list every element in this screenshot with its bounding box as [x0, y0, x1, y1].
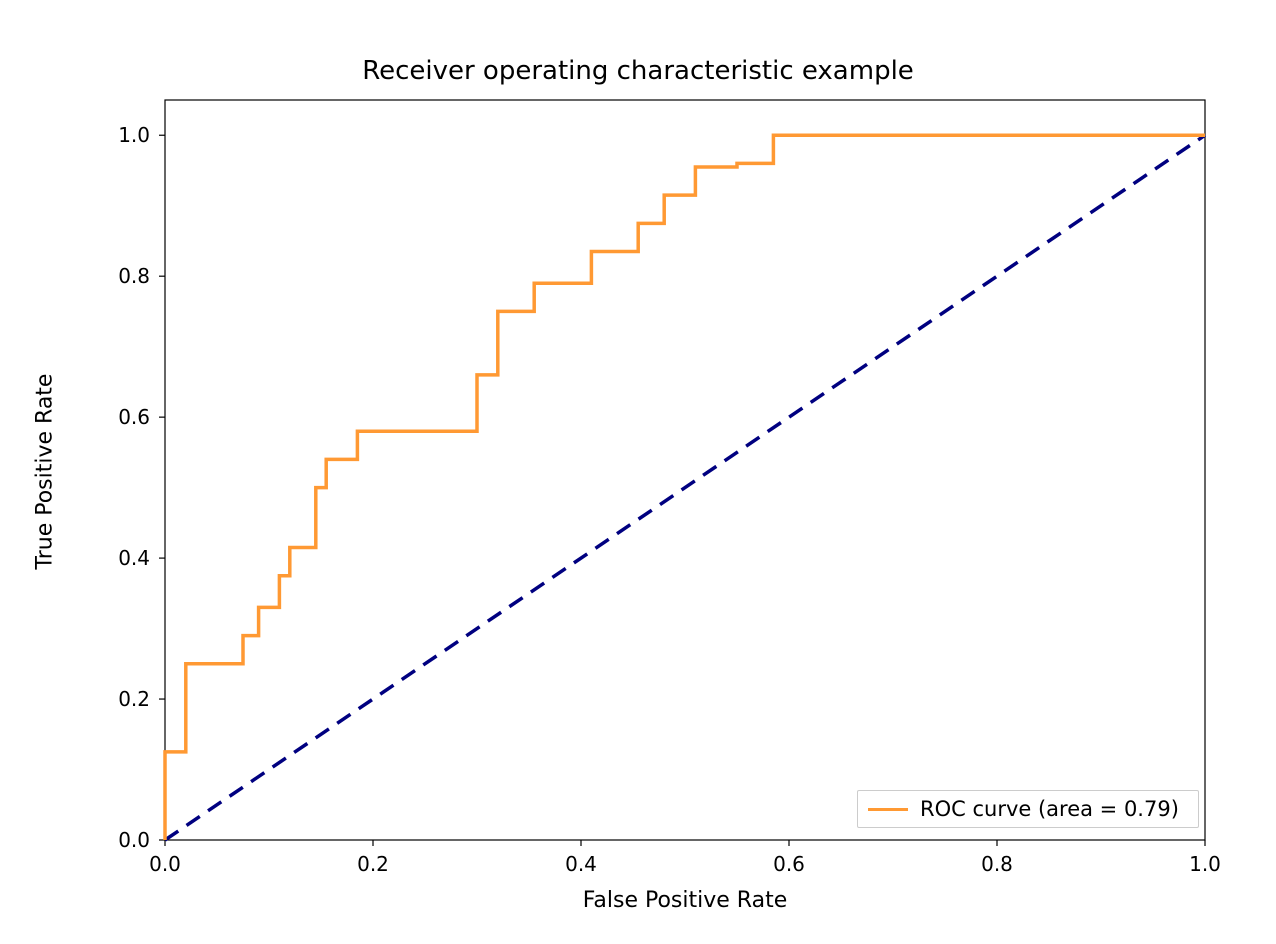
x-axis-label: False Positive Rate [165, 888, 1205, 913]
chart-title: Receiver operating characteristic exampl… [0, 56, 1276, 86]
legend-sample-line [868, 808, 908, 811]
x-tick-label: 0.4 [563, 852, 599, 876]
y-tick-label: 0.2 [110, 687, 150, 711]
y-tick-label: 0.0 [110, 828, 150, 852]
x-tick-label: 1.0 [1187, 852, 1223, 876]
y-tick-label: 0.4 [110, 546, 150, 570]
y-tick-label: 0.8 [110, 264, 150, 288]
x-tick-label: 0.8 [979, 852, 1015, 876]
y-tick-label: 1.0 [110, 123, 150, 147]
roc-figure: Receiver operating characteristic exampl… [0, 0, 1276, 944]
legend: ROC curve (area = 0.79) [857, 790, 1199, 828]
x-tick-label: 0.6 [771, 852, 807, 876]
y-axis-label: True Positive Rate [33, 372, 58, 572]
x-tick-label: 0.0 [147, 852, 183, 876]
legend-label: ROC curve (area = 0.79) [920, 797, 1179, 821]
plot-area [153, 88, 1217, 852]
x-tick-label: 0.2 [355, 852, 391, 876]
y-tick-label: 0.6 [110, 405, 150, 429]
